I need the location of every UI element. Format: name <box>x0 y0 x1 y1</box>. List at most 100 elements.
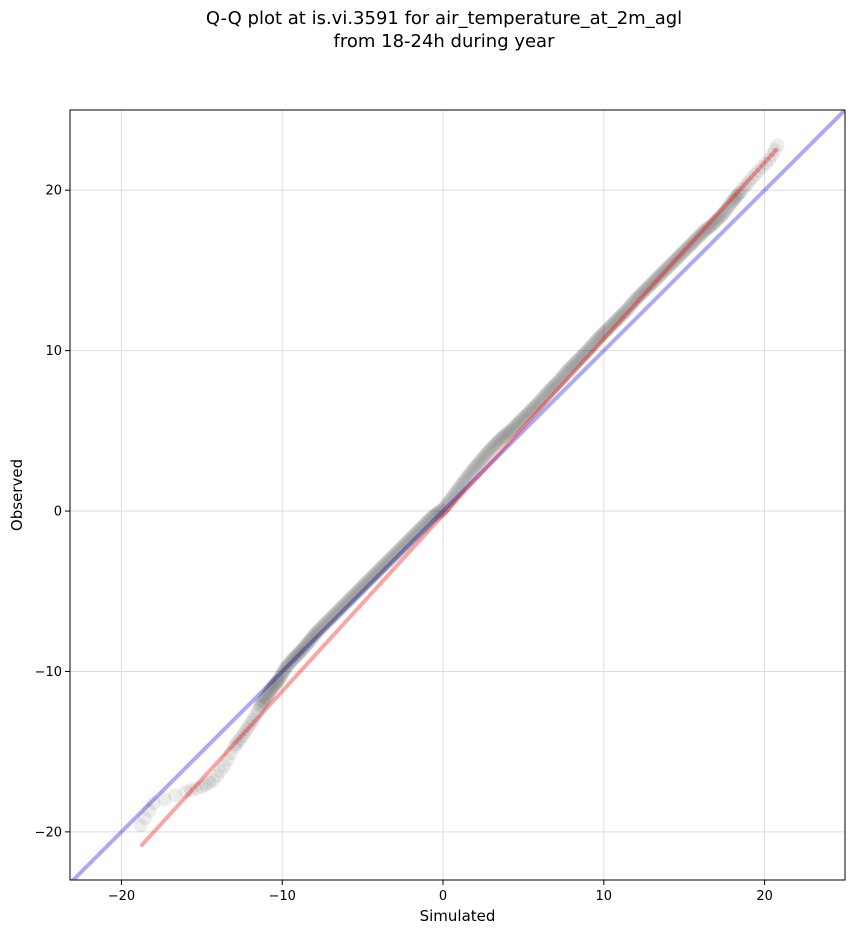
qq-point <box>239 722 254 737</box>
qq-point <box>583 339 598 354</box>
qq-point <box>263 683 278 698</box>
qq-point <box>440 496 455 511</box>
qq-point <box>301 635 316 650</box>
qq-point <box>334 600 349 615</box>
qq-point <box>318 616 333 631</box>
qq-point <box>178 784 193 799</box>
qq-point <box>758 156 773 171</box>
qq-point <box>444 491 459 506</box>
qq-point <box>436 502 451 517</box>
qq-point <box>696 224 711 239</box>
qq-point <box>477 448 492 463</box>
qq-point <box>651 269 666 284</box>
qq-point <box>469 458 484 473</box>
qq-point <box>728 191 743 206</box>
qq-point <box>252 699 267 714</box>
qq-point <box>293 644 308 659</box>
qq-point <box>726 192 741 207</box>
qq-point <box>509 417 524 432</box>
qq-point <box>659 261 674 276</box>
qq-point <box>365 569 380 584</box>
qq-point <box>244 715 259 730</box>
chart-title-line-1: Q-Q plot at is.vi.3591 for air_temperatu… <box>205 8 683 29</box>
qq-point <box>267 677 282 692</box>
qq-point <box>466 462 481 477</box>
qq-point <box>611 311 626 326</box>
qq-point <box>407 528 422 543</box>
qq-point <box>287 650 302 665</box>
qq-point <box>358 576 373 591</box>
qq-point <box>537 389 552 404</box>
qq-point <box>427 507 442 522</box>
qq-point <box>485 439 500 454</box>
qq-point <box>298 638 313 653</box>
qq-point <box>701 220 716 235</box>
qq-point <box>235 728 250 743</box>
qq-point <box>157 792 172 807</box>
qq-point <box>538 387 553 402</box>
qq-point <box>715 207 730 222</box>
qq-point <box>476 450 491 465</box>
qq-point <box>345 589 360 604</box>
qq-point <box>355 579 370 594</box>
qq-point <box>299 637 314 652</box>
qq-point <box>415 520 430 535</box>
qq-point <box>530 396 545 411</box>
qq-point <box>255 694 270 709</box>
grid <box>70 110 845 880</box>
qq-point <box>264 682 279 697</box>
qq-point <box>754 160 769 175</box>
qq-point <box>492 433 507 448</box>
qq-point <box>665 255 680 270</box>
qq-point <box>303 632 318 647</box>
qq-point <box>511 415 526 430</box>
qq-point <box>572 351 587 366</box>
qq-point <box>522 404 537 419</box>
qq-point <box>384 550 399 565</box>
qq-point <box>495 430 510 445</box>
x-tick-label: 20 <box>756 889 773 904</box>
qq-point <box>242 719 257 733</box>
qq-point <box>593 329 608 344</box>
qq-point <box>389 545 404 560</box>
qq-point <box>729 189 744 204</box>
qq-point <box>723 196 738 211</box>
qq-point <box>310 624 325 639</box>
qq-point <box>505 422 520 437</box>
qq-point <box>458 472 473 487</box>
qq-point <box>460 470 475 485</box>
qq-point <box>413 521 428 536</box>
qq-point <box>595 327 610 342</box>
qq-point <box>571 353 586 368</box>
qq-point <box>543 382 558 397</box>
qq-point <box>558 366 573 381</box>
qq-point <box>233 731 248 746</box>
qq-point <box>421 513 436 528</box>
qq-point <box>620 301 635 316</box>
qq-point <box>278 661 293 676</box>
qq-point <box>349 585 364 600</box>
qq-point <box>770 138 785 153</box>
qq-point <box>269 675 284 690</box>
qq-point <box>542 383 557 398</box>
qq-point <box>508 419 523 434</box>
qq-point <box>673 247 688 262</box>
qq-point <box>442 493 457 508</box>
qq-point <box>513 414 528 429</box>
qq-point <box>354 581 369 596</box>
qq-point <box>524 402 539 417</box>
qq-point <box>402 532 417 547</box>
qq-point <box>329 605 344 620</box>
qq-point <box>248 708 263 723</box>
qq-point <box>604 317 619 332</box>
qq-point <box>532 394 547 409</box>
qq-point <box>741 175 756 190</box>
qq-point <box>270 673 285 688</box>
qq-point <box>400 534 415 549</box>
qq-point <box>722 198 737 213</box>
qq-point <box>669 252 684 267</box>
qq-point <box>461 468 476 483</box>
qq-point <box>704 218 719 233</box>
qq-point <box>391 544 406 559</box>
qq-point <box>347 587 362 602</box>
